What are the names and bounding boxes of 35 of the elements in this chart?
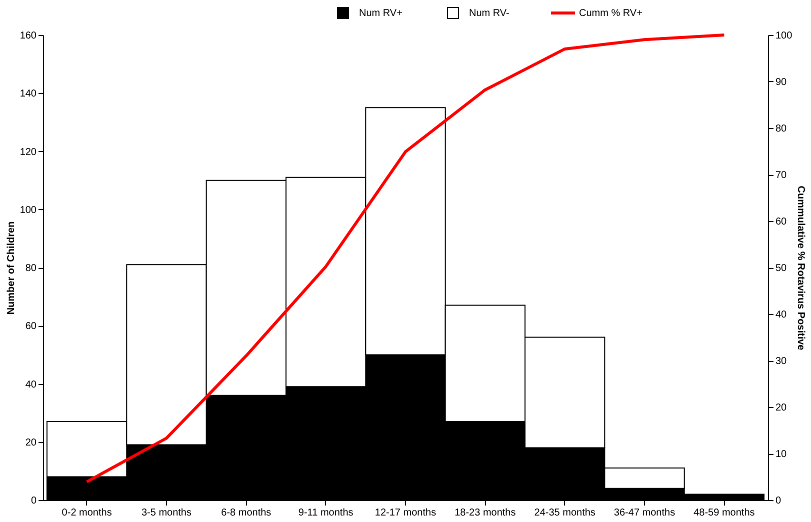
y-tick-label: 160 (20, 30, 37, 42)
line-series (85, 34, 726, 484)
y-tick-label: 140 (20, 88, 37, 100)
legend-label: Num RV+ (359, 8, 403, 19)
legend-label: Cumm % RV+ (579, 8, 643, 19)
x-tick-label: 24-35 months (534, 508, 596, 518)
y-tick-label: 60 (25, 321, 37, 332)
y2-tick-label: 90 (776, 77, 788, 88)
y-tick-label: 120 (20, 146, 37, 158)
y2-tick-label: 60 (776, 216, 788, 228)
y2-tick-label: 100 (776, 30, 793, 42)
y-tick-label: 0 (30, 496, 37, 506)
y2-tick-label: 20 (776, 402, 788, 414)
y2-tick-label: 30 (776, 356, 788, 367)
x-tick-label: 18-23 months (454, 508, 516, 518)
y2-tick-label: 70 (776, 170, 788, 181)
x-tick-label: 3-5 months (141, 508, 192, 518)
x-tick-label: 36-47 months (614, 508, 676, 518)
y-tick-label: 20 (25, 437, 37, 448)
y2-tick-label: 10 (776, 449, 788, 460)
x-tick-label: 12-17 months (374, 508, 436, 518)
y2-tick-label: 40 (776, 310, 788, 320)
y-tick-label: 100 (20, 204, 37, 216)
y-tick-label: 80 (25, 263, 37, 274)
x-tick-label: 6-8 months (221, 508, 272, 518)
y2-tick-label: 0 (776, 496, 782, 506)
y2-tick-label: 80 (776, 124, 788, 134)
legend-label: Num RV- (469, 8, 510, 19)
y2-axis-title: Cummulative % Rotavirus Positive (795, 186, 806, 351)
x-tick-label: 48-59 months (694, 508, 755, 518)
x-tick-label: 0-2 months (62, 508, 112, 518)
y-tick-label: 40 (25, 379, 37, 390)
y-axis-title: Number of Children (6, 221, 17, 315)
x-tick-label: 9-11 months (298, 508, 354, 518)
y2-tick-label: 50 (776, 263, 788, 274)
